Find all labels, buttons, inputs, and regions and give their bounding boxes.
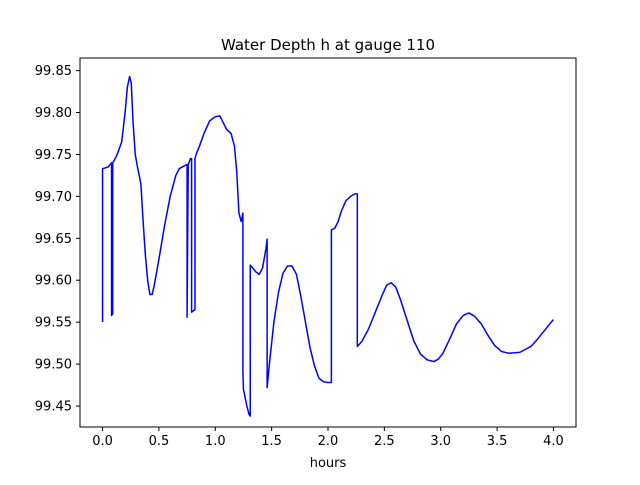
x-tick-label: 0.5	[149, 434, 170, 449]
y-tick-label: 99.70	[35, 190, 72, 205]
x-axis: 0.0 0.5 1.0 1.5 2.0 2.5 3.0 3.5 4.0	[92, 427, 564, 449]
plot-area	[101, 75, 555, 417]
y-tick-label: 99.80	[35, 106, 72, 121]
x-tick-label: 3.5	[487, 434, 508, 449]
x-tick-label: 2.5	[374, 434, 395, 449]
x-tick-label: 2.0	[318, 434, 339, 449]
y-tick-label: 99.65	[35, 232, 72, 247]
y-tick-label: 99.85	[35, 64, 72, 79]
x-axis-title: hours	[310, 456, 347, 471]
y-axis: 99.45 99.50 99.55 99.60 99.65 99.70 99.75 99.80…	[35, 64, 80, 415]
y-tick-label: 99.50	[35, 358, 72, 373]
y-tick-label: 99.75	[35, 148, 72, 163]
x-tick-label: 0.0	[92, 434, 113, 449]
x-tick-label: 3.0	[430, 434, 451, 449]
y-tick-label: 99.45	[35, 400, 72, 415]
x-tick-label: 1.0	[205, 434, 226, 449]
y-tick-label: 99.60	[35, 274, 72, 289]
x-tick-label: 4.0	[543, 434, 564, 449]
x-tick-label: 1.5	[261, 434, 282, 449]
series-line-0	[101, 75, 555, 417]
y-tick-label: 99.55	[35, 316, 72, 331]
chart-title: Water Depth h at gauge 110	[221, 36, 435, 54]
